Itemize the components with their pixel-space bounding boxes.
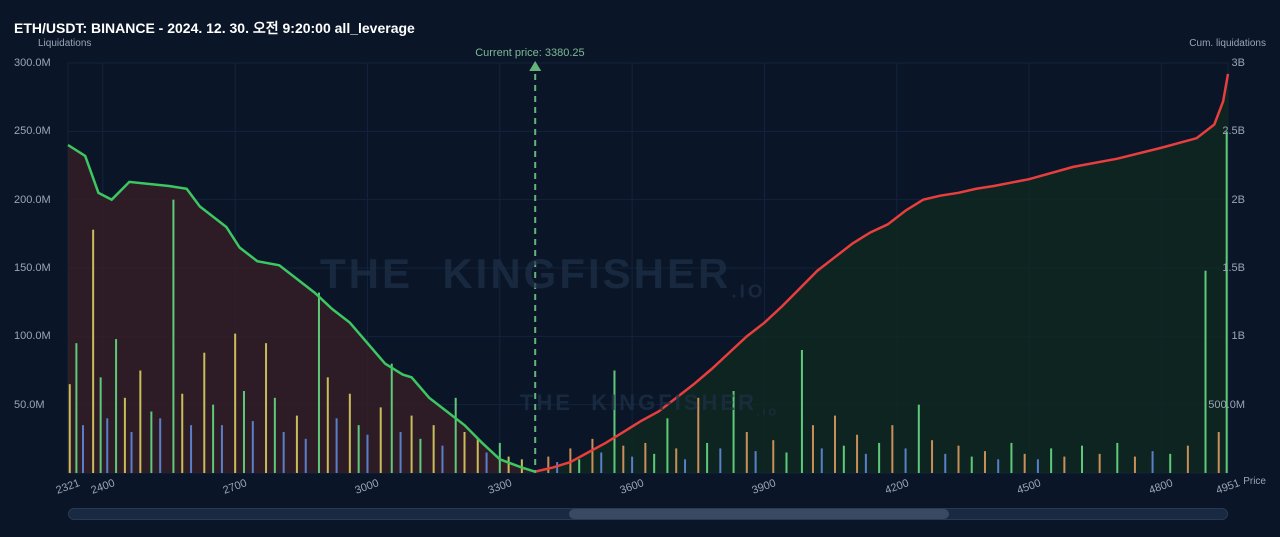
y-left-tick: 250.0M — [14, 125, 51, 137]
y-right-tick: 2B — [1200, 194, 1245, 206]
scrollbar-thumb[interactable] — [569, 509, 949, 519]
y-right-tick: 500.0M — [1200, 399, 1245, 411]
y-left-tick: 50.0M — [14, 399, 45, 411]
y-right-tick: 3B — [1200, 57, 1245, 69]
y-left-tick: 200.0M — [14, 194, 51, 206]
current-price-label: Current price: 3380.25 — [475, 47, 584, 59]
y-right-tick: 1.5B — [1200, 262, 1245, 274]
x-axis-label: Price — [1243, 476, 1266, 487]
chart-svg — [0, 0, 1280, 537]
y-right-tick: 1B — [1200, 330, 1245, 342]
y-left-tick: 100.0M — [14, 330, 51, 342]
y-left-tick: 300.0M — [14, 57, 51, 69]
y-left-tick: 150.0M — [14, 262, 51, 274]
liquidation-chart: ETH/USDT: BINANCE - 2024. 12. 30. 오전 9:2… — [0, 0, 1280, 537]
horizontal-scrollbar[interactable] — [68, 508, 1228, 520]
y-right-tick: 2.5B — [1200, 125, 1245, 137]
